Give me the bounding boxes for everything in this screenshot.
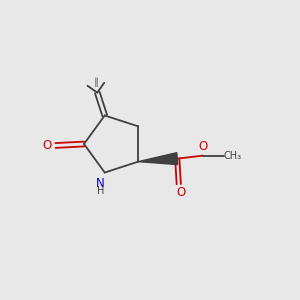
Text: O: O — [199, 140, 208, 153]
Text: H: H — [97, 185, 104, 196]
Text: O: O — [176, 186, 186, 199]
Text: CH₃: CH₃ — [223, 151, 241, 160]
Text: ║: ║ — [93, 77, 98, 87]
Polygon shape — [138, 153, 178, 165]
Text: N: N — [96, 176, 105, 190]
Text: O: O — [43, 139, 52, 152]
